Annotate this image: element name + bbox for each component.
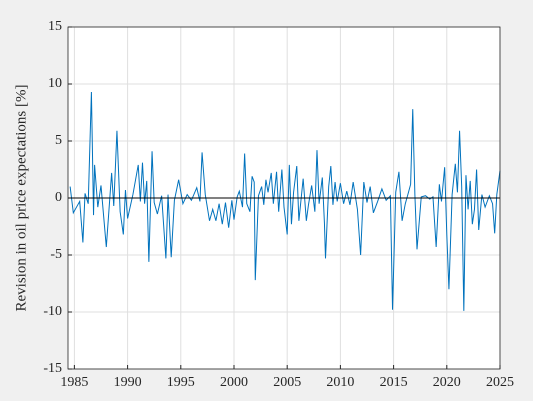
x-tick-label: 2020 [433,375,461,390]
x-tick-label: 2010 [326,375,354,390]
x-tick-label: 1990 [114,375,142,390]
y-tick-label: 0 [55,190,62,205]
y-axis-label: Revision in oil price expectations [%] [13,84,29,311]
y-tick-label: 10 [48,76,62,91]
x-tick-label: 1995 [167,375,195,390]
x-tick-label: 2000 [220,375,248,390]
y-tick-label: -15 [43,361,62,376]
x-tick-label: 2005 [273,375,301,390]
x-tick-label: 1985 [60,375,88,390]
x-tick-label: 2025 [486,375,514,390]
axes-box [67,26,501,370]
y-tick-label: 15 [48,19,62,34]
x-tick-label: 2015 [380,375,408,390]
data-line [69,91,501,311]
y-tick-label: -5 [50,247,62,262]
y-tick-label: -10 [43,304,62,319]
y-tick-label: 5 [55,133,62,148]
